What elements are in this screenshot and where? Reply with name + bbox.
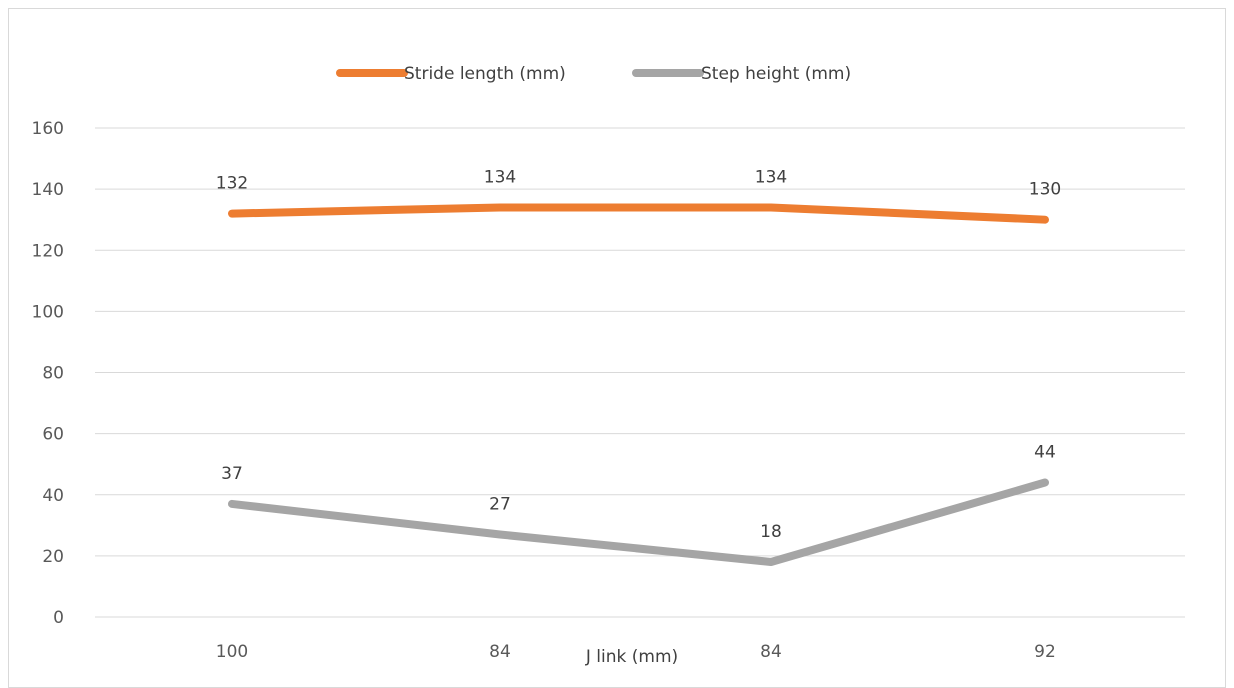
y-axis-tick-labels: 0 20 40 60 80 100 120 140 160	[32, 119, 64, 628]
gridlines	[95, 127, 1185, 618]
y-tick-label: 0	[53, 608, 64, 628]
data-labels: 132 134 134 130 37 27 18 44	[216, 167, 1061, 542]
y-tick-label: 60	[42, 425, 64, 445]
data-label: 37	[221, 464, 243, 484]
y-tick-label: 40	[42, 486, 64, 506]
data-label: 18	[760, 522, 782, 542]
x-tick-label: 100	[216, 642, 248, 662]
y-tick-label: 120	[32, 241, 64, 261]
x-axis-title: J link (mm)	[585, 647, 678, 667]
data-label: 27	[489, 494, 511, 514]
x-tick-label: 84	[489, 642, 511, 662]
data-label: 44	[1034, 443, 1056, 463]
series-lines	[228, 203, 1049, 566]
data-label: 134	[484, 167, 516, 187]
x-tick-label: 92	[1034, 642, 1056, 662]
data-label: 130	[1029, 180, 1061, 200]
y-tick-label: 100	[32, 302, 64, 322]
series-line-stride-length	[228, 203, 1049, 224]
legend-label: Stride length (mm)	[404, 64, 566, 84]
legend-label: Step height (mm)	[701, 64, 851, 84]
series-line-step-height	[228, 478, 1049, 566]
x-axis-tick-labels: 100 84 84 92	[216, 642, 1056, 662]
data-label: 134	[755, 167, 787, 187]
y-tick-label: 80	[42, 364, 64, 384]
legend: Stride length (mm) Step height (mm)	[336, 64, 851, 84]
data-label: 132	[216, 174, 248, 194]
x-tick-label: 84	[760, 642, 782, 662]
y-tick-label: 140	[32, 180, 64, 200]
y-tick-label: 20	[42, 547, 64, 567]
y-tick-label: 160	[32, 119, 64, 139]
